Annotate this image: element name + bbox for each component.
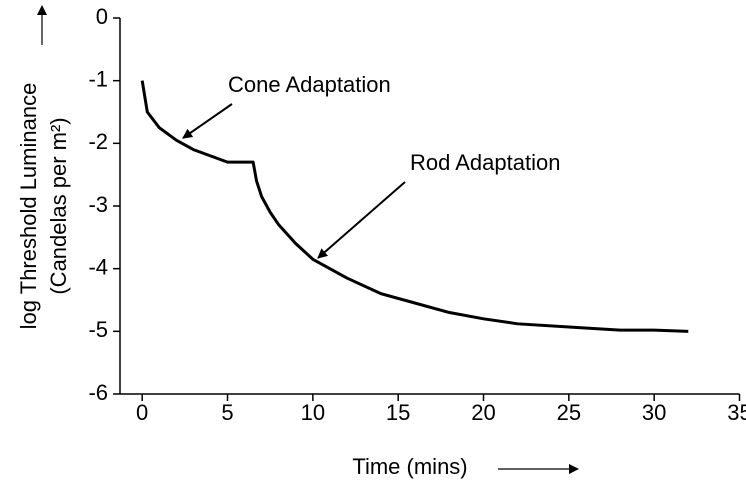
x-tick-label: 0 xyxy=(136,400,148,425)
x-axis-label: Time (mins) xyxy=(352,454,467,479)
y-tick-label: 0 xyxy=(96,4,108,29)
annotation-arrow xyxy=(317,181,406,259)
x-tick-label: 35 xyxy=(727,400,746,425)
x-tick-label: 30 xyxy=(642,400,666,425)
x-tick-label: 10 xyxy=(301,400,325,425)
y-tick-label: -3 xyxy=(88,192,108,217)
y-tick-label: -5 xyxy=(88,317,108,342)
x-tick-label: 20 xyxy=(471,400,495,425)
annotation: Rod Adaptation xyxy=(410,150,560,175)
y-axis-label: log Threshold Luminance xyxy=(16,83,41,330)
y-tick-label: -4 xyxy=(88,254,108,279)
y-axis-label: (Candelas per m²) xyxy=(46,117,71,294)
x-tick-label: 15 xyxy=(386,400,410,425)
y-tick-label: -6 xyxy=(88,380,108,405)
y-tick-label: -1 xyxy=(88,66,108,91)
x-tick-label: 5 xyxy=(221,400,233,425)
x-tick-label: 25 xyxy=(557,400,581,425)
annotation: Cone Adaptation xyxy=(228,72,391,97)
annotation-arrow xyxy=(182,103,233,139)
data-line xyxy=(140,80,689,333)
y-tick-label: -2 xyxy=(88,129,108,154)
